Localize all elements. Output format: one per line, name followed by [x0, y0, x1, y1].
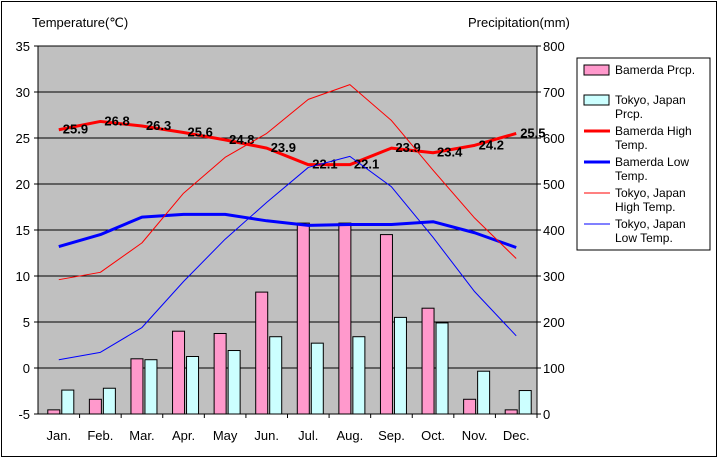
- x-tick-label: Aug.: [337, 428, 364, 443]
- data-label: 23.4: [437, 145, 463, 160]
- bar: [518, 390, 532, 415]
- bar: [352, 336, 366, 415]
- series-line: [58, 84, 517, 281]
- series-line: [58, 155, 517, 361]
- left-tick-label: 20: [16, 177, 30, 192]
- left-tick-label: 10: [16, 269, 30, 284]
- bar: [213, 333, 227, 415]
- right-tick-label: 100: [543, 361, 565, 376]
- legend-label: Bamerda Prcp.: [615, 63, 695, 77]
- right-tick-label: 200: [543, 315, 565, 330]
- legend-label: High Temp.: [615, 200, 675, 214]
- bar: [130, 358, 144, 415]
- series-line: [58, 119, 517, 167]
- bar: [88, 398, 102, 415]
- bar: [504, 409, 518, 415]
- bar: [102, 387, 116, 415]
- legend-label: Tokyo, Japan: [615, 93, 686, 107]
- bar: [393, 316, 407, 415]
- right-tick-label: 300: [543, 269, 565, 284]
- x-tick-label: Mar.: [129, 428, 154, 443]
- legend-box: [576, 57, 711, 251]
- legend-label: Low Temp.: [615, 231, 673, 245]
- right-tick-label: 700: [543, 85, 565, 100]
- left-tick-label: 35: [16, 39, 30, 54]
- bar: [61, 389, 75, 415]
- x-tick-label: Jul.: [298, 428, 318, 443]
- series-line: [58, 212, 517, 249]
- x-tick-label: May: [213, 428, 238, 443]
- bar: [172, 330, 186, 415]
- bar: [296, 222, 310, 415]
- left-tick-label: 0: [23, 361, 30, 376]
- legend-swatch: [583, 64, 610, 76]
- data-label: 24.8: [229, 132, 254, 147]
- data-label: 25.6: [188, 124, 213, 139]
- bar: [227, 350, 241, 415]
- left-tick-label: 30: [16, 85, 30, 100]
- data-label: 26.3: [146, 118, 171, 133]
- bar: [338, 222, 352, 415]
- bar: [435, 322, 449, 415]
- legend-label: Bamerda Low: [615, 155, 689, 169]
- right-axis-title: Precipitation(mm): [468, 15, 570, 30]
- data-label: 23.9: [271, 140, 296, 155]
- legend-label: Tokyo, Japan: [615, 217, 686, 231]
- x-tick-label: Apr.: [172, 428, 195, 443]
- x-tick-label: Oct.: [421, 428, 445, 443]
- data-label: 24.2: [479, 137, 504, 152]
- bar: [255, 291, 269, 415]
- legend-label: Temp.: [615, 138, 648, 152]
- legend-label: Tokyo, Japan: [615, 186, 686, 200]
- x-tick-label: Sep.: [378, 428, 405, 443]
- x-tick-label: Nov.: [462, 428, 488, 443]
- x-tick-label: Feb.: [87, 428, 113, 443]
- right-tick-label: 800: [543, 39, 565, 54]
- legend-swatch: [583, 94, 610, 106]
- plot-area: 25.9 26.8 26.3 25.6 24.8 23.9 22.1 22.1 23.9 23.4…: [16, 39, 565, 443]
- x-tick-label: Dec.: [503, 428, 530, 443]
- bar: [379, 234, 393, 415]
- left-axis-title: Temperature(℃): [32, 15, 128, 30]
- right-tick-label: 400: [543, 223, 565, 238]
- data-label: 26.8: [104, 113, 129, 128]
- bar: [463, 398, 477, 415]
- data-label: 23.9: [395, 140, 420, 155]
- bar: [310, 342, 324, 415]
- bar: [269, 336, 283, 415]
- data-label: 22.1: [354, 157, 379, 172]
- bar: [144, 359, 158, 415]
- legend-label: Prcp.: [615, 107, 643, 121]
- left-tick-label: -5: [18, 407, 30, 422]
- legend-label: Bamerda High: [615, 124, 692, 138]
- legend-label: Temp.: [615, 169, 648, 183]
- right-tick-label: 0: [543, 407, 550, 422]
- left-tick-label: 25: [16, 131, 30, 146]
- right-tick-label: 600: [543, 131, 565, 146]
- left-tick-label: 15: [16, 223, 30, 238]
- bar: [186, 356, 200, 415]
- bar: [421, 307, 435, 415]
- data-label: 25.9: [63, 122, 88, 137]
- left-tick-label: 5: [23, 315, 30, 330]
- x-tick-label: Jun.: [254, 428, 279, 443]
- bar: [47, 409, 61, 415]
- bar: [477, 370, 491, 415]
- x-tick-label: Jan.: [47, 428, 72, 443]
- data-label: 22.1: [312, 157, 337, 172]
- right-tick-label: 500: [543, 177, 565, 192]
- data-label: 25.5: [520, 125, 545, 140]
